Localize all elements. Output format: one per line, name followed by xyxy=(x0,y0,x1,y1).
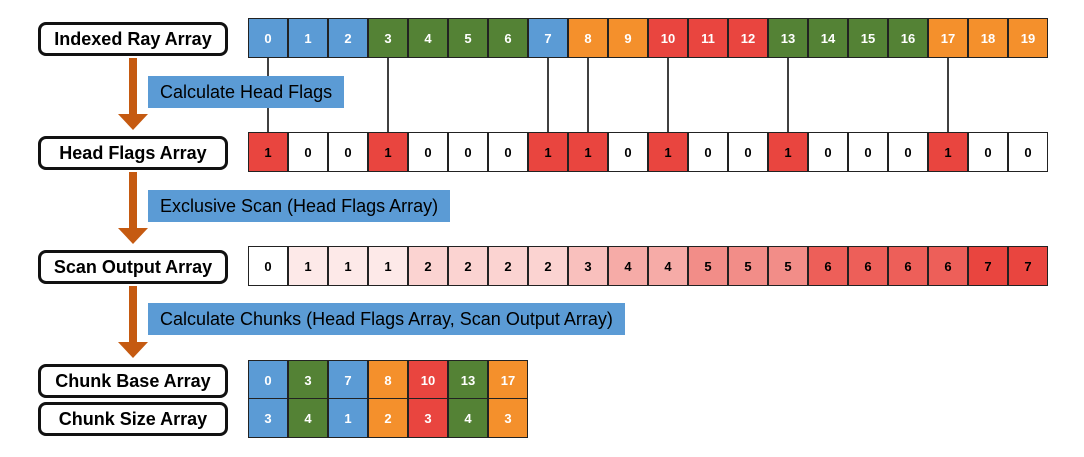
scan-output-cell: 5 xyxy=(728,246,768,286)
indexed-ray-cell: 3 xyxy=(368,18,408,58)
head-flag-cell: 0 xyxy=(688,132,728,172)
head-flag-cell: 1 xyxy=(768,132,808,172)
indexed-ray-cell: 13 xyxy=(768,18,808,58)
chunk-base-cell: 8 xyxy=(368,360,408,400)
chunk-size-cell: 4 xyxy=(448,398,488,438)
indexed-ray-array-row: 0 1 2 3 4 5 6 7 8 9 10 11 12 13 14 15 16 17 18 19 xyxy=(248,18,1048,58)
scan-output-cell: 1 xyxy=(288,246,328,286)
head-flag-cell: 0 xyxy=(968,132,1008,172)
head-flag-cell: 0 xyxy=(488,132,528,172)
scan-output-array-label: Scan Output Array xyxy=(38,250,228,284)
indexed-ray-cell: 16 xyxy=(888,18,928,58)
step-exclusive-scan: Exclusive Scan (Head Flags Array) xyxy=(148,190,451,222)
head-flag-cell: 0 xyxy=(808,132,848,172)
indexed-ray-cell: 4 xyxy=(408,18,448,58)
scan-output-cell: 4 xyxy=(608,246,648,286)
indexed-ray-cell: 17 xyxy=(928,18,968,58)
indexed-ray-cell: 18 xyxy=(968,18,1008,58)
indexed-ray-cell: 15 xyxy=(848,18,888,58)
scan-output-cell: 2 xyxy=(528,246,568,286)
indexed-ray-cell: 12 xyxy=(728,18,768,58)
chunk-base-cell: 7 xyxy=(328,360,368,400)
scan-output-cell: 5 xyxy=(688,246,728,286)
scan-output-cell: 1 xyxy=(328,246,368,286)
scan-output-cell: 6 xyxy=(808,246,848,286)
head-flag-cell: 0 xyxy=(1008,132,1048,172)
scan-output-cell: 7 xyxy=(1008,246,1048,286)
head-flag-cell: 1 xyxy=(248,132,288,172)
indexed-ray-cell: 5 xyxy=(448,18,488,58)
chunk-base-cell: 0 xyxy=(248,360,288,400)
chunk-base-array-row: 0 3 7 8 10 13 17 xyxy=(248,360,528,400)
down-arrow-2 xyxy=(118,172,148,244)
head-flag-cell: 1 xyxy=(928,132,968,172)
indexed-ray-cell: 8 xyxy=(568,18,608,58)
scan-output-cell: 2 xyxy=(408,246,448,286)
chunk-size-cell: 3 xyxy=(248,398,288,438)
step-calculate-chunks: Calculate Chunks (Head Flags Array, Scan… xyxy=(148,303,625,335)
head-flag-cell: 1 xyxy=(368,132,408,172)
indexed-ray-cell: 10 xyxy=(648,18,688,58)
head-flag-cell: 1 xyxy=(528,132,568,172)
chunk-size-cell: 4 xyxy=(288,398,328,438)
scan-output-cell: 0 xyxy=(248,246,288,286)
indexed-ray-cell: 6 xyxy=(488,18,528,58)
scan-output-cell: 6 xyxy=(888,246,928,286)
head-flag-cell: 0 xyxy=(408,132,448,172)
chunk-base-cell: 10 xyxy=(408,360,448,400)
chunk-size-cell: 3 xyxy=(408,398,448,438)
chunk-base-cell: 13 xyxy=(448,360,488,400)
scan-output-cell: 4 xyxy=(648,246,688,286)
indexed-ray-cell: 11 xyxy=(688,18,728,58)
indexed-ray-cell: 9 xyxy=(608,18,648,58)
scan-output-cell: 5 xyxy=(768,246,808,286)
scan-output-cell: 6 xyxy=(848,246,888,286)
head-flag-cell: 1 xyxy=(648,132,688,172)
scan-output-cell: 3 xyxy=(568,246,608,286)
indexed-ray-cell: 14 xyxy=(808,18,848,58)
scan-output-cell: 1 xyxy=(368,246,408,286)
head-flag-cell: 0 xyxy=(608,132,648,172)
chunk-base-cell: 17 xyxy=(488,360,528,400)
head-flag-cell: 0 xyxy=(328,132,368,172)
scan-output-cell: 2 xyxy=(488,246,528,286)
scan-output-cell: 6 xyxy=(928,246,968,286)
chunk-base-cell: 3 xyxy=(288,360,328,400)
head-flag-cell: 0 xyxy=(448,132,488,172)
head-flag-cell: 0 xyxy=(888,132,928,172)
down-arrow-1 xyxy=(118,58,148,130)
indexed-ray-cell: 2 xyxy=(328,18,368,58)
indexed-ray-cell: 19 xyxy=(1008,18,1048,58)
down-arrow-3 xyxy=(118,286,148,358)
step-calculate-head-flags: Calculate Head Flags xyxy=(148,76,345,108)
indexed-ray-array-label: Indexed Ray Array xyxy=(38,22,228,56)
indexed-ray-cell: 7 xyxy=(528,18,568,58)
indexed-ray-cell: 1 xyxy=(288,18,328,58)
head-flag-cell: 0 xyxy=(728,132,768,172)
chunk-size-cell: 2 xyxy=(368,398,408,438)
indexed-ray-cell: 0 xyxy=(248,18,288,58)
scan-output-cell: 7 xyxy=(968,246,1008,286)
head-flag-cell: 1 xyxy=(568,132,608,172)
chunk-size-array-label: Chunk Size Array xyxy=(38,402,228,436)
chunk-size-cell: 1 xyxy=(328,398,368,438)
head-flags-array-label: Head Flags Array xyxy=(38,136,228,170)
head-flag-cell: 0 xyxy=(288,132,328,172)
chunk-base-array-label: Chunk Base Array xyxy=(38,364,228,398)
head-flag-cell: 0 xyxy=(848,132,888,172)
chunk-size-cell: 3 xyxy=(488,398,528,438)
scan-output-cell: 2 xyxy=(448,246,488,286)
